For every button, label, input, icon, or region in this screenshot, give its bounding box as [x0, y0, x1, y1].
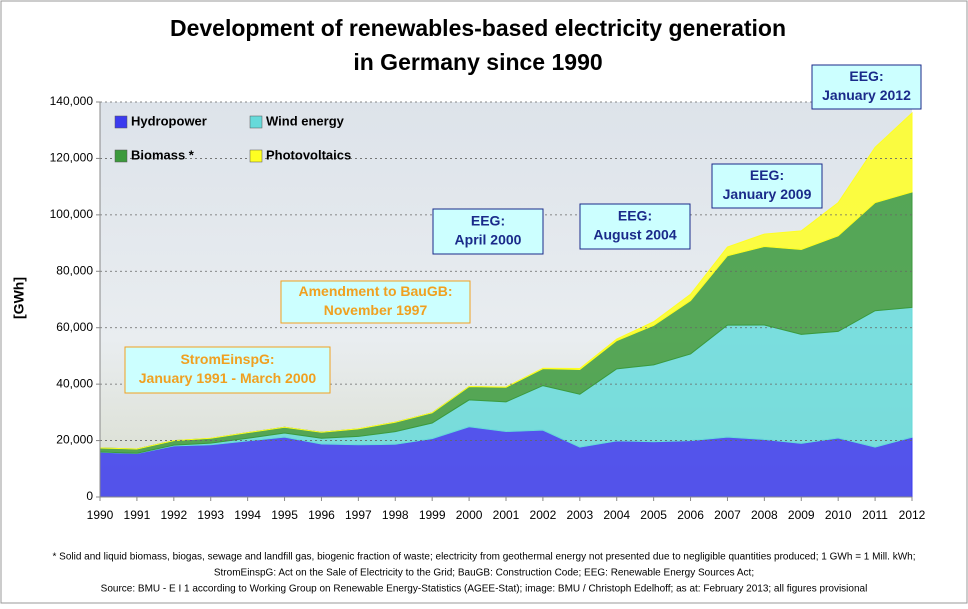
- x-tick-label: 1991: [124, 508, 151, 522]
- annotation-box: [811, 64, 922, 110]
- x-tick-label: 2010: [825, 508, 852, 522]
- x-tick-label: 1996: [308, 508, 335, 522]
- legend-swatch: [114, 149, 128, 163]
- y-tick-label: 40,000: [56, 376, 93, 390]
- x-tick-label: 2000: [456, 508, 483, 522]
- x-tick-label: 2002: [530, 508, 557, 522]
- y-tick-label: 0: [86, 489, 93, 503]
- annotation-box: [280, 280, 471, 324]
- x-tick-label: 2007: [714, 508, 741, 522]
- x-tick-label: 2003: [566, 508, 593, 522]
- x-tick-label: 2011: [862, 508, 888, 522]
- annotation-box: [124, 346, 331, 394]
- footnote: * Solid and liquid biomass, biogas, sewa…: [53, 552, 916, 563]
- x-tick-label: 2005: [640, 508, 667, 522]
- annotation-text: January 2009: [723, 186, 812, 202]
- x-tick-label: 1998: [382, 508, 409, 522]
- y-tick-label: 80,000: [56, 263, 93, 277]
- annotation: Amendment to BauGB: November 1997: [280, 280, 471, 324]
- y-tick-label: 140,000: [50, 94, 94, 108]
- x-tick-label: 2004: [603, 508, 630, 522]
- annotation-text: EEG:: [750, 167, 784, 183]
- x-tick-label: 2012: [899, 508, 926, 522]
- annotation-box: [579, 203, 691, 250]
- annotation-text: EEG:: [471, 213, 505, 229]
- annotation: EEG: January 2012: [811, 64, 922, 110]
- legend-label: Biomass *: [131, 147, 195, 162]
- legend-label: Wind energy: [266, 113, 345, 128]
- annotation-text: April 2000: [455, 232, 522, 248]
- x-tick-label: 2009: [788, 508, 815, 522]
- legend-swatch: [249, 149, 263, 163]
- annotation-box: [432, 208, 544, 255]
- annotation-text: StromEinspG:: [180, 351, 274, 367]
- area: [99, 111, 913, 450]
- chart-title: in Germany since 1990: [353, 49, 602, 75]
- annotation-text: EEG:: [849, 68, 883, 84]
- x-tick-label: 2008: [751, 508, 778, 522]
- annotation-text: August 2004: [593, 227, 676, 243]
- annotation-text: Amendment to BauGB:: [299, 283, 453, 299]
- y-tick-label: 100,000: [50, 207, 94, 221]
- x-tick-label: 2001: [493, 508, 520, 522]
- footnote: StromEinspG: Act on the Sale of Electric…: [214, 568, 754, 579]
- annotation: EEG: April 2000: [432, 208, 544, 255]
- chart-title: Development of renewables-based electric…: [170, 15, 786, 41]
- x-tick-label: 1993: [197, 508, 224, 522]
- legend-swatch: [114, 115, 128, 129]
- annotation-text: November 1997: [324, 302, 428, 318]
- y-tick-label: 20,000: [56, 433, 93, 447]
- y-tick-label: 60,000: [56, 320, 93, 334]
- x-tick-label: 1990: [87, 508, 114, 522]
- y-tick-label: 120,000: [50, 151, 94, 165]
- footnote: Source: BMU - E I 1 according to Working…: [101, 584, 868, 595]
- x-tick-label: 1997: [345, 508, 372, 522]
- legend-swatch: [249, 115, 263, 129]
- annotation-box: [711, 163, 823, 209]
- legend-label: Photovoltaics: [266, 147, 351, 162]
- annotation-text: January 1991 - March 2000: [139, 370, 317, 386]
- annotation-text: EEG:: [618, 208, 652, 224]
- legend-label: Hydropower: [131, 113, 207, 128]
- annotation: EEG: January 2009: [711, 163, 823, 209]
- x-tick-label: 2006: [677, 508, 704, 522]
- annotation: EEG: August 2004: [579, 203, 691, 250]
- annotation-text: January 2012: [822, 87, 911, 103]
- x-tick-label: 1992: [160, 508, 187, 522]
- x-tick-label: 1995: [271, 508, 298, 522]
- x-tick-label: 1994: [234, 508, 261, 522]
- annotation: StromEinspG: January 1991 - March 2000: [124, 346, 331, 394]
- x-tick-label: 1999: [419, 508, 446, 522]
- y-axis-label: [GWh]: [11, 277, 27, 319]
